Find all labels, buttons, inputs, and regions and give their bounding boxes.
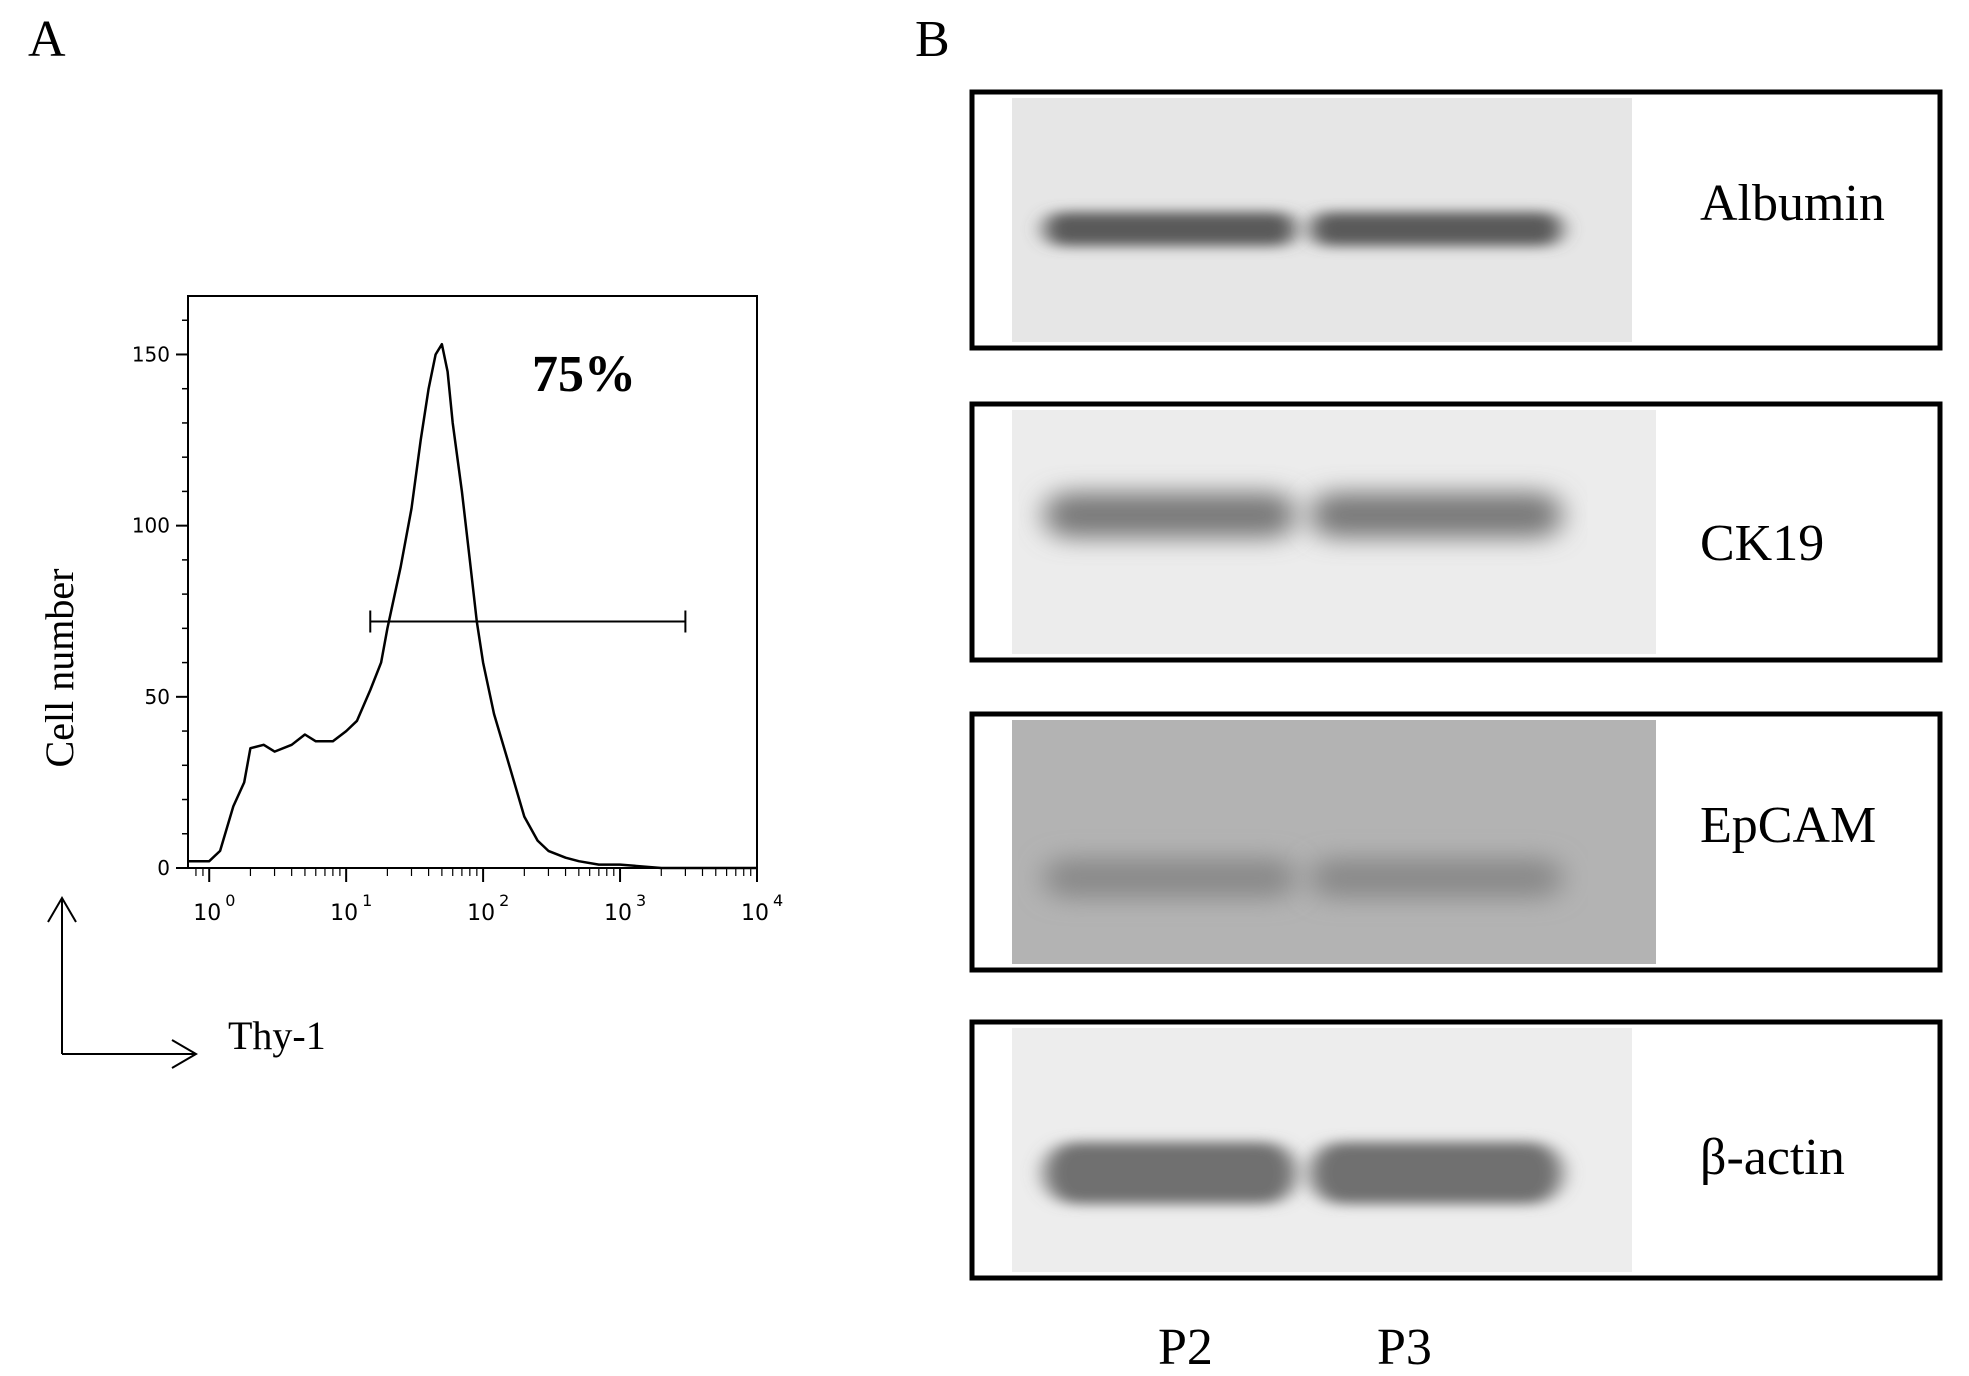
x-tick-label: 10: [193, 901, 221, 926]
lane-label-p3: P3: [1377, 1319, 1432, 1376]
blot-frame-ck19: [969, 401, 1943, 663]
blot-frame-albumin: [969, 89, 1943, 351]
y-tick-label: 150: [132, 342, 170, 366]
panel-a-letter: A: [28, 11, 66, 68]
y-axis-label: Cell number: [37, 568, 82, 768]
blot-background-epcam: [1012, 720, 1656, 964]
band-label-albumin: Albumin: [1700, 175, 1885, 232]
x-tick-exponent: 2: [499, 891, 509, 910]
x-tick-exponent: 1: [362, 891, 372, 910]
band-label-beta-actin: β-actin: [1700, 1129, 1845, 1186]
band-albumin-lane-2: [1310, 212, 1562, 246]
x-tick-exponent: 0: [225, 891, 235, 910]
band-beta-actin-lane-1: [1044, 1142, 1296, 1204]
x-tick-label: 10: [467, 901, 495, 926]
x-tick-label: 10: [330, 901, 358, 926]
band-epcam-lane-2: [1310, 858, 1562, 898]
y-tick-label: 0: [157, 856, 170, 880]
band-ck19-lane-2: [1310, 492, 1562, 538]
band-label-epcam: EpCAM: [1700, 797, 1877, 854]
plot-frame: [187, 295, 758, 869]
histogram-series-line: [188, 342, 757, 870]
lane-label-p2: P2: [1158, 1319, 1213, 1376]
gate-percentage-label: 75%: [532, 346, 636, 403]
y-direction-arrow-icon: [47, 896, 77, 1054]
band-ck19-lane-1: [1044, 492, 1296, 538]
x-tick-label: 10: [741, 901, 769, 926]
x-tick-exponent: 4: [773, 891, 783, 910]
band-epcam-lane-1: [1044, 858, 1296, 898]
y-tick-label: 100: [132, 514, 170, 538]
band-beta-actin-lane-2: [1310, 1142, 1562, 1204]
band-albumin-lane-1: [1044, 212, 1296, 246]
x-tick-exponent: 3: [636, 891, 646, 910]
blot-frame-beta-actin: [969, 1019, 1943, 1281]
panel-b-letter: B: [915, 11, 950, 68]
y-tick-label: 50: [145, 685, 170, 709]
blot-frame-epcam: [969, 711, 1943, 973]
x-tick-label: 10: [604, 901, 632, 926]
x-direction-arrow-icon: [62, 1039, 198, 1069]
x-axis-label: Thy-1: [228, 1013, 326, 1058]
band-label-ck19: CK19: [1700, 515, 1825, 572]
